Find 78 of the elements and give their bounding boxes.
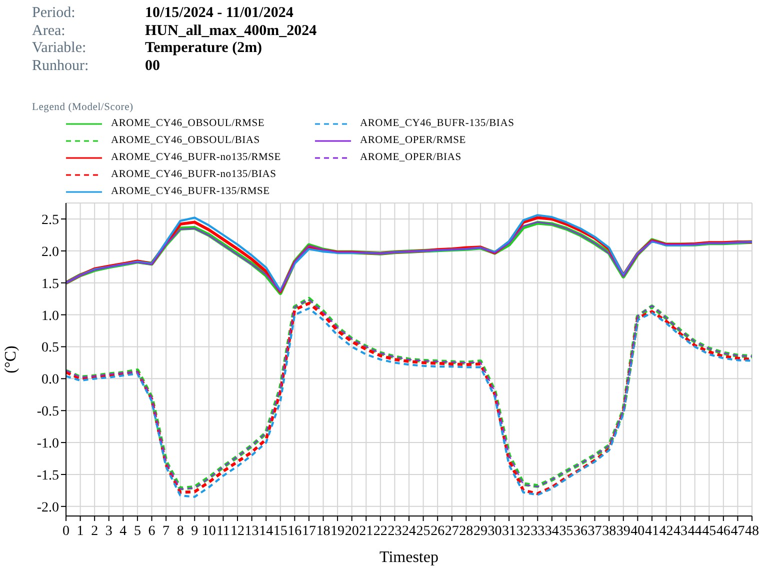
x-tick-label: 24 (402, 524, 416, 539)
x-tick-label: 0 (62, 524, 70, 539)
text: Period: (32, 5, 76, 22)
y-tick-label: -0.5 (36, 404, 59, 420)
x-tick-label: 21 (359, 524, 374, 539)
x-tick-label: 45 (702, 524, 716, 539)
x-tick-label: 34 (544, 524, 559, 539)
x-tick-label: 37 (588, 524, 602, 539)
y-tick-label: 2.5 (42, 212, 59, 228)
x-tick-label: 17 (302, 524, 316, 539)
x-tick-label: 13 (244, 524, 259, 539)
x-tick-label: 25 (416, 524, 430, 539)
text: HUN_all_max_400m_2024 (145, 22, 317, 40)
x-tick-label: 8 (176, 524, 184, 539)
x-axis-title: Timestep (380, 549, 438, 566)
x-tick-label: 2 (91, 524, 98, 539)
x-tick-label: 39 (616, 524, 630, 539)
legend-label: AROME_CY46_BUFR-no135/RMSE (111, 152, 281, 163)
x-tick-label: 27 (444, 524, 459, 539)
legend-label: AROME_CY46_BUFR-135/RMSE (111, 186, 270, 197)
legend-label: AROME_CY46_OBSOUL/RMSE (111, 118, 265, 129)
x-tick-label: 4 (120, 524, 127, 539)
text: 00 (145, 58, 160, 75)
x-tick-label: 6 (148, 524, 156, 539)
x-tick-label: 47 (730, 524, 745, 539)
x-tick-label: 3 (105, 524, 112, 539)
x-tick-label: 18 (316, 524, 330, 539)
x-tick-label: 36 (574, 524, 588, 539)
x-tick-label: 28 (459, 524, 474, 539)
x-tick-label: 11 (216, 524, 230, 539)
x-tick-label: 33 (530, 524, 545, 539)
text: 10/15/2024 - 11/01/2024 (145, 5, 294, 22)
x-tick-label: 20 (344, 524, 359, 539)
text: Runhour: (32, 58, 90, 75)
x-tick-label: 14 (259, 524, 274, 539)
x-tick-label: 9 (191, 524, 198, 539)
legend-label: AROME_CY46_BUFR-no135/BIAS (111, 169, 276, 180)
x-tick-label: 12 (230, 524, 244, 539)
x-tick-label: 46 (716, 524, 730, 539)
x-tick-label: 43 (674, 524, 688, 539)
legend-label: AROME_OPER/BIAS (360, 152, 462, 163)
y-tick-label: -1.5 (36, 468, 59, 484)
x-tick-label: 10 (202, 524, 216, 539)
y-tick-label: 0.0 (42, 372, 59, 388)
x-tick-label: 44 (688, 524, 702, 539)
y-tick-label: 1.5 (42, 276, 59, 292)
y-tick-label: 2.0 (42, 244, 59, 260)
x-tick-label: 26 (430, 524, 445, 539)
x-tick-label: 29 (473, 524, 488, 539)
x-tick-label: 7 (162, 524, 170, 539)
x-tick-label: 32 (516, 524, 530, 539)
y-tick-label: -1.0 (36, 436, 59, 452)
x-tick-label: 35 (559, 524, 574, 539)
x-tick-label: 1 (76, 524, 84, 539)
x-tick-label: 23 (388, 524, 402, 539)
x-tick-label: 40 (630, 524, 645, 539)
x-tick-label: 15 (273, 524, 288, 539)
x-tick-label: 31 (502, 524, 516, 539)
text: Variable: (32, 40, 88, 58)
y-axis-title: (°C) (2, 346, 20, 374)
y-tick-label: -2.0 (36, 500, 59, 516)
legend-label: AROME_OPER/RMSE (360, 135, 466, 146)
x-tick-label: 41 (644, 524, 659, 539)
y-tick-label: 0.5 (42, 340, 59, 356)
x-tick-label: 48 (745, 524, 759, 539)
legend-label: AROME_CY46_OBSOUL/BIAS (111, 135, 260, 146)
legend-label: AROME_CY46_BUFR-135/BIAS (360, 118, 514, 129)
legend-title: Legend (Model/Score) (32, 102, 134, 113)
x-tick-label: 5 (134, 524, 141, 539)
x-tick-label: 16 (288, 524, 302, 539)
y-tick-label: 1.0 (42, 308, 59, 324)
text: Area: (32, 22, 66, 40)
x-tick-label: 30 (488, 524, 502, 539)
x-tick-label: 22 (373, 524, 388, 539)
x-tick-label: 42 (659, 524, 674, 539)
text: Temperature (2m) (145, 40, 262, 58)
x-tick-label: 19 (330, 524, 345, 539)
x-tick-label: 38 (602, 524, 616, 539)
